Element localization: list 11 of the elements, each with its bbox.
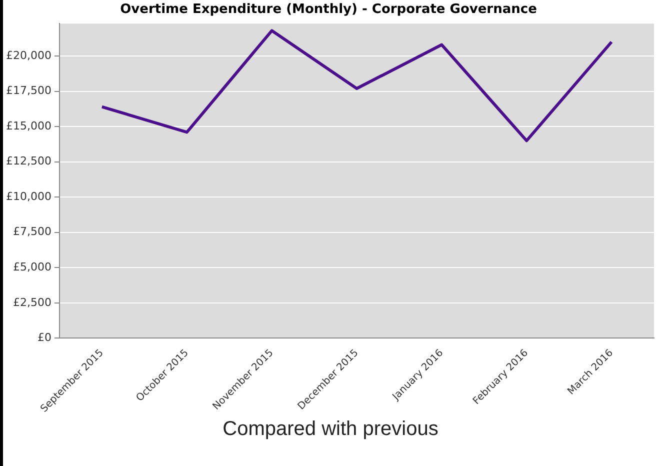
text: Compared with previous [222, 418, 440, 441]
y-tick-label: £20,000 [6, 48, 52, 62]
y-tick-label: £7,500 [12, 225, 52, 238]
chart-title: Overtime Expenditure (Monthly) - Corporate Governance [120, 2, 538, 18]
y-tick-label: £0 [37, 331, 52, 344]
y-tick-label: £15,000 [6, 119, 52, 132]
y-tick-label: £12,500 [6, 154, 52, 168]
y-tick-label: £10,000 [6, 190, 52, 203]
y-tick-label: £5,000 [12, 260, 52, 274]
y-tick-label: £17,500 [6, 84, 52, 98]
y-tick-label: £2,500 [12, 296, 52, 309]
